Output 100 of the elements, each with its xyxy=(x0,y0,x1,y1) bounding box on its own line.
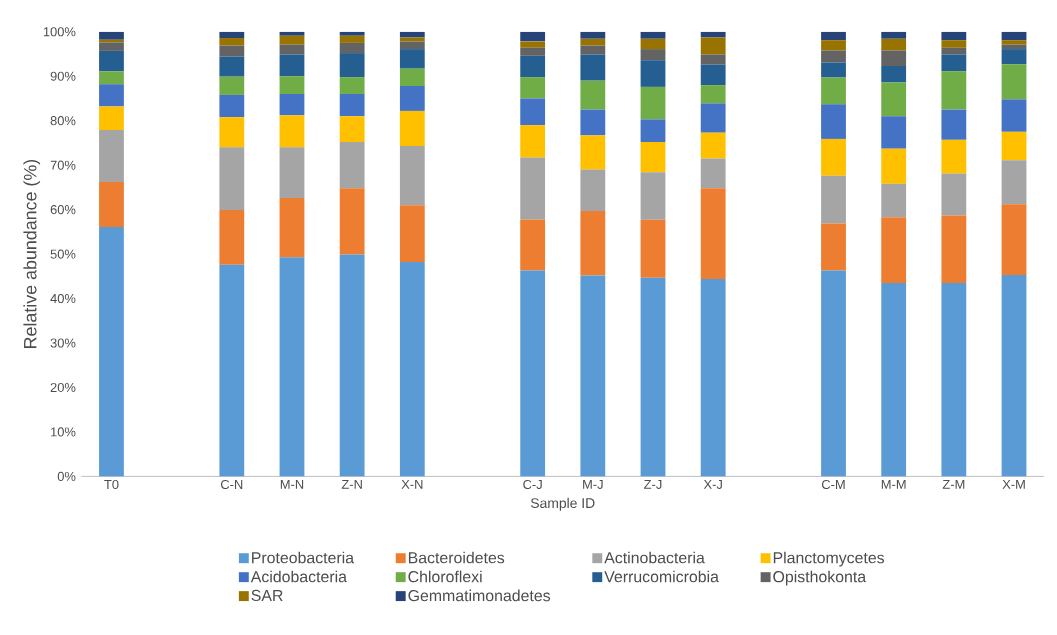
bar xyxy=(640,49,666,61)
bar xyxy=(99,84,124,107)
x-tick-label: C-M xyxy=(821,479,845,489)
y-tick-label: 100% xyxy=(43,27,76,37)
bar xyxy=(520,55,546,78)
bar xyxy=(339,42,365,53)
legend-label: Chloroflexi xyxy=(408,570,482,583)
bar xyxy=(279,257,305,477)
x-tick-label: X-J xyxy=(703,479,722,489)
bar xyxy=(821,50,846,63)
bar xyxy=(339,93,365,117)
bar xyxy=(279,93,305,116)
bar xyxy=(821,175,846,224)
x-axis-title: Sample ID xyxy=(530,497,595,511)
y-tick-label: 0% xyxy=(57,471,76,481)
bar xyxy=(399,68,425,86)
x-tick-label: M-N xyxy=(280,479,304,489)
bar xyxy=(520,41,546,48)
bar xyxy=(700,132,726,159)
bar xyxy=(339,31,365,36)
bar xyxy=(580,45,606,55)
x-tick-label: Z-J xyxy=(644,479,662,489)
bar xyxy=(520,157,546,220)
bar xyxy=(941,173,967,216)
bar xyxy=(339,35,365,43)
bar xyxy=(399,37,425,42)
bar xyxy=(399,49,425,69)
bar xyxy=(700,158,726,189)
bar xyxy=(881,148,907,184)
bar xyxy=(580,54,606,81)
bar xyxy=(580,38,606,46)
legend-label: Proteobacteria xyxy=(252,551,355,564)
bar xyxy=(520,31,546,42)
bar xyxy=(580,31,606,39)
bar xyxy=(279,197,305,258)
bar xyxy=(339,53,365,78)
bar xyxy=(881,183,907,218)
bar xyxy=(279,76,305,94)
bar xyxy=(219,31,245,38)
bar xyxy=(941,215,967,283)
bar xyxy=(339,77,365,94)
bar xyxy=(99,31,124,40)
bar xyxy=(700,64,726,86)
bar xyxy=(640,38,666,49)
bar xyxy=(399,145,425,206)
bar xyxy=(520,98,546,126)
y-tick-label: 60% xyxy=(50,204,76,215)
y-axis-title: Relative abundance (%) xyxy=(23,159,41,348)
bar xyxy=(580,80,606,110)
bar xyxy=(219,76,245,95)
bar xyxy=(821,31,846,41)
bar xyxy=(1001,160,1027,205)
bar xyxy=(700,278,726,477)
bar xyxy=(99,71,124,85)
bar xyxy=(219,117,245,148)
bar xyxy=(520,125,546,158)
bar xyxy=(881,31,907,39)
legend-label: Opisthokonta xyxy=(773,570,867,586)
bar xyxy=(941,54,967,72)
bar xyxy=(99,181,124,227)
bar xyxy=(520,77,546,99)
bar xyxy=(700,188,726,279)
x-tick-label: C-J xyxy=(523,479,542,489)
bar xyxy=(640,277,666,477)
bar xyxy=(700,85,726,104)
legend-label: Acidobacteria xyxy=(250,570,347,583)
bar xyxy=(700,37,726,55)
bar xyxy=(399,205,425,262)
bar xyxy=(640,60,666,87)
bar xyxy=(640,141,666,173)
y-tick-label: 70% xyxy=(50,160,76,170)
bar xyxy=(881,82,907,117)
bar xyxy=(640,119,666,142)
bar xyxy=(99,226,124,477)
legend-label: Gemmatimonadetes xyxy=(408,589,551,602)
legend-label: Verrucomicrobia xyxy=(604,570,719,583)
bar xyxy=(279,54,305,77)
bar xyxy=(941,47,967,55)
bar xyxy=(821,138,846,176)
bar xyxy=(399,110,425,146)
bar xyxy=(941,109,967,140)
bar xyxy=(881,38,907,51)
bar xyxy=(580,109,606,136)
bar xyxy=(399,85,425,111)
bar xyxy=(339,254,365,477)
bar xyxy=(640,219,666,278)
y-tick-label: 50% xyxy=(50,249,76,259)
y-tick-label: 90% xyxy=(50,71,76,81)
bar xyxy=(399,41,425,49)
bar xyxy=(580,210,606,276)
bar xyxy=(640,31,666,39)
bar xyxy=(881,65,907,83)
bar xyxy=(339,141,365,189)
x-tick-label: M-M xyxy=(881,479,906,489)
bar xyxy=(1001,40,1027,45)
bar xyxy=(339,116,365,142)
bar xyxy=(821,223,846,271)
bar xyxy=(520,47,546,56)
bar xyxy=(279,31,305,36)
bar xyxy=(1001,31,1027,41)
